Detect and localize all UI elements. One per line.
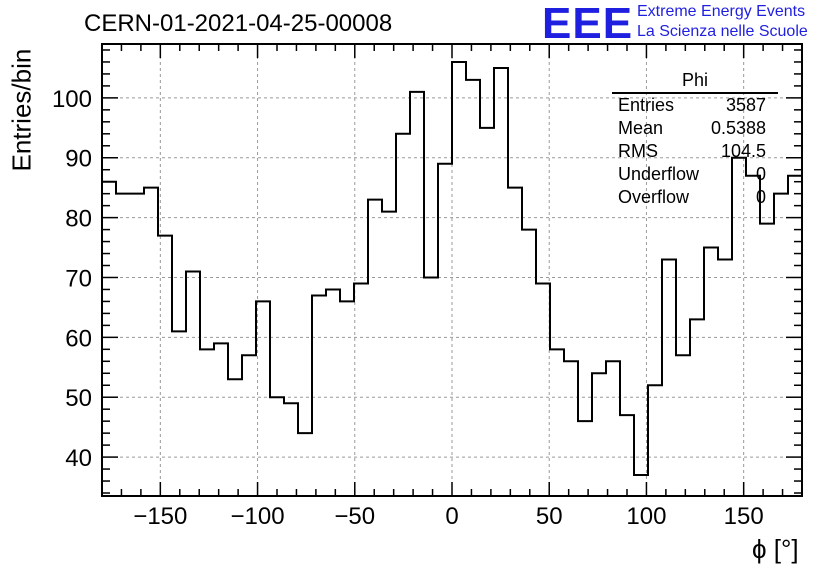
histogram-bin xyxy=(578,421,592,496)
histogram-bin xyxy=(676,355,690,496)
stats-value: 0 xyxy=(755,164,766,184)
histogram-bin xyxy=(788,176,802,496)
histogram-bin xyxy=(620,415,634,496)
y-axis-label: Entries/bin xyxy=(6,48,37,172)
stats-box: Phi Entries 3587 Mean 0.5388 RMS 104.5 U… xyxy=(612,70,778,209)
y-tick-label: 40 xyxy=(65,445,92,472)
histogram-bin xyxy=(592,373,606,496)
histogram-bin xyxy=(396,134,410,496)
histogram-bin xyxy=(144,188,158,496)
histogram-bin xyxy=(438,164,452,496)
histogram-bin xyxy=(228,379,242,496)
stats-value: 0 xyxy=(755,187,766,207)
stats-row-overflow: Overflow 0 xyxy=(612,186,778,209)
histogram-bin xyxy=(564,361,578,496)
histogram-bin xyxy=(690,319,704,496)
histogram-bin xyxy=(200,349,214,496)
histogram-bin xyxy=(746,176,760,496)
x-tick-label: 50 xyxy=(536,503,563,530)
histogram-bin xyxy=(480,128,494,496)
x-axis-label: ϕ [°] xyxy=(752,534,799,564)
histogram-bin xyxy=(270,397,284,496)
histogram-bin xyxy=(340,301,354,496)
histogram-bin xyxy=(508,188,522,496)
histogram-bin xyxy=(284,403,298,496)
histogram-bin xyxy=(368,200,382,496)
stats-row-underflow: Underflow 0 xyxy=(612,163,778,186)
histogram-bin xyxy=(536,283,550,496)
stats-key: Entries xyxy=(618,95,675,115)
logo-line-2: La Scienza nelle Scuole xyxy=(637,23,808,40)
histogram-bin xyxy=(312,295,326,496)
histogram-step-line xyxy=(102,60,802,477)
stats-value: 3587 xyxy=(725,95,766,115)
histogram-bin xyxy=(424,277,438,496)
x-tick-label: 100 xyxy=(626,503,666,530)
histogram-bin xyxy=(550,349,564,496)
histogram-bin xyxy=(298,433,312,496)
y-tick-label: 100 xyxy=(52,86,92,113)
histogram-bin xyxy=(760,224,774,496)
histogram-bin xyxy=(662,260,676,496)
histogram-bin xyxy=(452,62,466,496)
histogram-bin xyxy=(116,194,130,496)
stats-key: Underflow xyxy=(618,164,700,184)
histogram-series xyxy=(102,60,802,496)
stats-row-entries: Entries 3587 xyxy=(612,94,778,117)
stats-row-mean: Mean 0.5388 xyxy=(612,117,778,140)
stats-key: Mean xyxy=(618,118,664,138)
histogram-bin xyxy=(494,68,508,496)
y-tick-label: 50 xyxy=(65,385,92,412)
histogram-bin xyxy=(130,194,144,496)
histogram-bin xyxy=(172,331,186,496)
x-tick-label: −100 xyxy=(231,503,285,530)
chart-title: CERN-01-2021-04-25-00008 xyxy=(84,10,393,37)
y-tick-label: 60 xyxy=(65,325,92,352)
stats-row-rms: RMS 104.5 xyxy=(612,140,778,163)
histogram-bin xyxy=(466,80,480,496)
stats-key: Overflow xyxy=(618,187,690,207)
tick-labels: −150 −100 −50 0 50 100 150 40 50 60 70 80 90 100 xyxy=(52,86,764,530)
y-tick-label: 70 xyxy=(65,265,92,292)
stats-key: RMS xyxy=(618,141,658,161)
x-tick-label: 0 xyxy=(445,503,458,530)
stats-value: 104.5 xyxy=(720,141,766,161)
y-tick-label: 90 xyxy=(65,146,92,173)
histogram-bin xyxy=(774,194,788,496)
histogram-bin xyxy=(242,355,256,496)
logo-line-1: Extreme Energy Events xyxy=(637,3,806,20)
histogram-bin xyxy=(410,92,424,496)
x-tick-label: −150 xyxy=(133,503,187,530)
axis-ticks xyxy=(101,44,803,496)
x-tick-label: 150 xyxy=(724,503,764,530)
histogram-bin xyxy=(256,301,270,496)
stats-title: Phi xyxy=(612,70,778,94)
stats-value: 0.5388 xyxy=(710,118,766,138)
histogram-bin xyxy=(214,343,228,496)
histogram-bin xyxy=(522,230,536,496)
histogram-bin xyxy=(704,248,718,496)
x-tick-label: −50 xyxy=(334,503,375,530)
y-tick-label: 80 xyxy=(65,206,92,233)
histogram-bin xyxy=(648,385,662,496)
histogram-bin xyxy=(718,260,732,496)
eee-logo: EEE xyxy=(542,0,634,48)
histogram-bin xyxy=(354,283,368,496)
histogram-bin xyxy=(186,271,200,496)
histogram-bin xyxy=(382,212,396,496)
histogram-bin xyxy=(158,236,172,496)
histogram-bin xyxy=(606,361,620,496)
histogram-bin xyxy=(326,289,340,496)
